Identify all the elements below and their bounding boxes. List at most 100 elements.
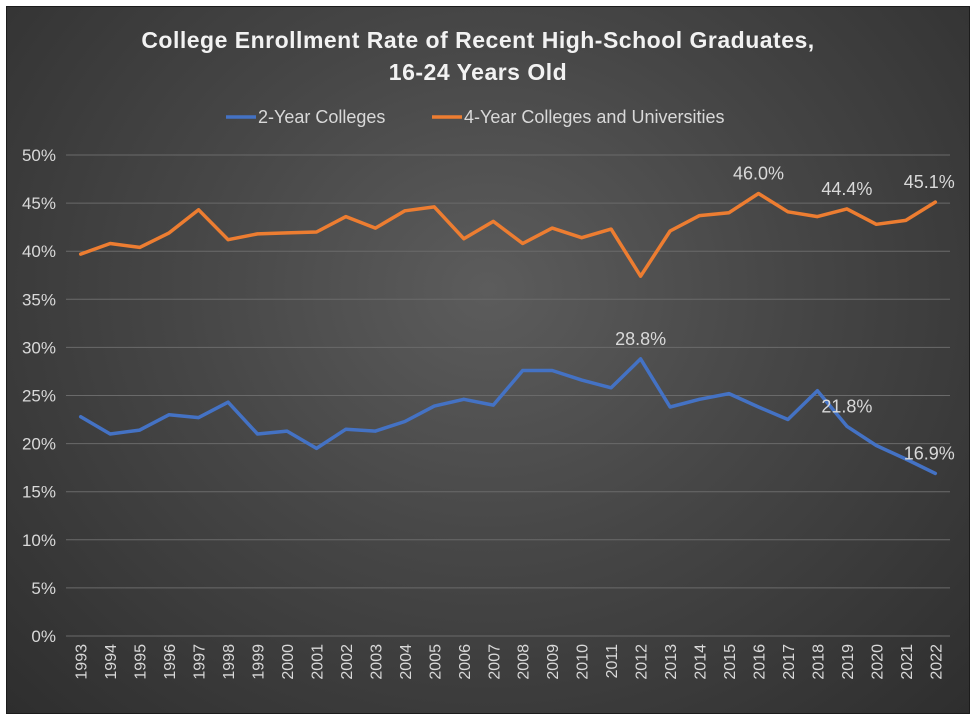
data-point xyxy=(491,219,495,223)
x-tick-label: 2009 xyxy=(545,644,562,680)
data-point xyxy=(79,415,83,419)
x-tick-label: 2010 xyxy=(575,644,592,680)
data-point xyxy=(933,471,937,475)
data-point xyxy=(786,418,790,421)
y-tick-label: 45% xyxy=(22,194,56,213)
data-point xyxy=(639,357,643,361)
data-point xyxy=(521,369,525,372)
data-point xyxy=(226,238,230,242)
data-point xyxy=(580,378,584,382)
x-axis-ticks: 1993 1994 1995 1996 1997 1998 1999 2000 2001 2002… xyxy=(74,644,946,680)
data-point xyxy=(403,420,407,423)
x-tick-label: 1999 xyxy=(251,644,268,680)
x-tick-label: 2017 xyxy=(781,644,798,680)
data-label: 21.8% xyxy=(821,396,872,416)
data-point xyxy=(373,429,377,433)
data-point xyxy=(609,386,613,390)
data-point xyxy=(845,424,849,428)
series-line-4-year xyxy=(78,191,938,278)
data-point xyxy=(550,369,554,372)
x-tick-label: 1995 xyxy=(133,644,150,680)
data-point xyxy=(904,457,908,461)
data-point xyxy=(874,444,878,447)
data-point xyxy=(845,207,849,211)
x-tick-label: 2016 xyxy=(751,644,768,680)
data-point xyxy=(79,252,83,256)
data-point xyxy=(315,230,318,234)
data-point xyxy=(521,242,525,245)
data-point xyxy=(668,405,672,409)
x-tick-label: 2014 xyxy=(693,644,710,680)
y-tick-label: 30% xyxy=(22,338,56,357)
x-tick-label: 1997 xyxy=(192,644,209,680)
data-point xyxy=(698,214,701,218)
x-tick-label: 1993 xyxy=(74,644,91,680)
x-tick-label: 2018 xyxy=(810,644,827,680)
data-point xyxy=(315,446,318,450)
data-labels: 28.8% 21.8% 16.9% 46.0% 44.4% 45.1% xyxy=(615,163,955,463)
x-tick-label: 1996 xyxy=(162,644,179,680)
series xyxy=(78,191,938,476)
legend-label-4-year: 4-Year Colleges and Universities xyxy=(464,107,724,127)
data-point xyxy=(403,209,407,213)
data-point xyxy=(609,227,613,231)
data-label: 28.8% xyxy=(615,329,666,349)
x-tick-label: 2005 xyxy=(427,644,444,680)
y-axis-ticks: 0% 5% 10% 15% 20% 25% 30% 35% 40% 45% 50% xyxy=(22,146,56,646)
chart-frame xyxy=(6,6,970,714)
data-point xyxy=(904,218,908,222)
data-point xyxy=(668,229,672,233)
data-point xyxy=(138,428,142,432)
data-point xyxy=(874,222,878,226)
data-point xyxy=(197,416,201,420)
data-point xyxy=(285,231,289,235)
data-point xyxy=(727,392,731,396)
data-point xyxy=(815,215,819,219)
data-point xyxy=(167,231,171,235)
x-tick-label: 2015 xyxy=(722,644,739,680)
y-tick-label: 25% xyxy=(22,387,56,406)
data-point xyxy=(108,242,112,245)
x-tick-label: 2000 xyxy=(280,644,297,680)
x-tick-label: 2011 xyxy=(604,644,621,679)
data-point xyxy=(256,432,259,436)
y-tick-label: 10% xyxy=(22,531,56,550)
x-tick-label: 2012 xyxy=(634,644,651,680)
data-point xyxy=(933,200,937,204)
data-point xyxy=(698,397,701,401)
x-tick-label: 2006 xyxy=(457,644,474,680)
x-tick-label: 2021 xyxy=(899,644,916,680)
data-point xyxy=(580,236,584,240)
data-point xyxy=(138,245,142,249)
data-point xyxy=(344,427,348,431)
data-point xyxy=(815,389,819,393)
x-tick-label: 2002 xyxy=(339,644,356,680)
data-point xyxy=(256,232,259,236)
y-tick-label: 20% xyxy=(22,435,56,454)
series-line-2-year xyxy=(78,357,938,476)
data-label: 44.4% xyxy=(821,179,872,199)
x-tick-label: 2007 xyxy=(486,644,503,680)
data-point xyxy=(285,429,289,433)
data-label: 46.0% xyxy=(733,163,784,183)
data-point xyxy=(727,211,731,215)
data-point xyxy=(639,274,643,278)
chart-title-line-1: College Enrollment Rate of Recent High-S… xyxy=(141,27,814,53)
x-tick-label: 2001 xyxy=(309,644,326,680)
x-tick-label: 1998 xyxy=(221,644,238,680)
x-tick-label: 2022 xyxy=(928,644,945,680)
data-point xyxy=(108,432,112,436)
chart-title-line-2: 16-24 Years Old xyxy=(389,59,567,85)
x-tick-label: 2019 xyxy=(840,644,857,680)
legend: 2-Year Colleges 4-Year Colleges and Univ… xyxy=(226,107,724,127)
data-point xyxy=(167,413,171,417)
x-tick-label: 2008 xyxy=(516,644,533,680)
y-tick-label: 35% xyxy=(22,290,56,309)
data-point xyxy=(462,237,466,241)
data-point xyxy=(550,226,554,230)
data-point xyxy=(432,404,436,408)
y-tick-label: 50% xyxy=(22,146,56,165)
data-point xyxy=(757,405,760,409)
data-point xyxy=(786,210,790,214)
